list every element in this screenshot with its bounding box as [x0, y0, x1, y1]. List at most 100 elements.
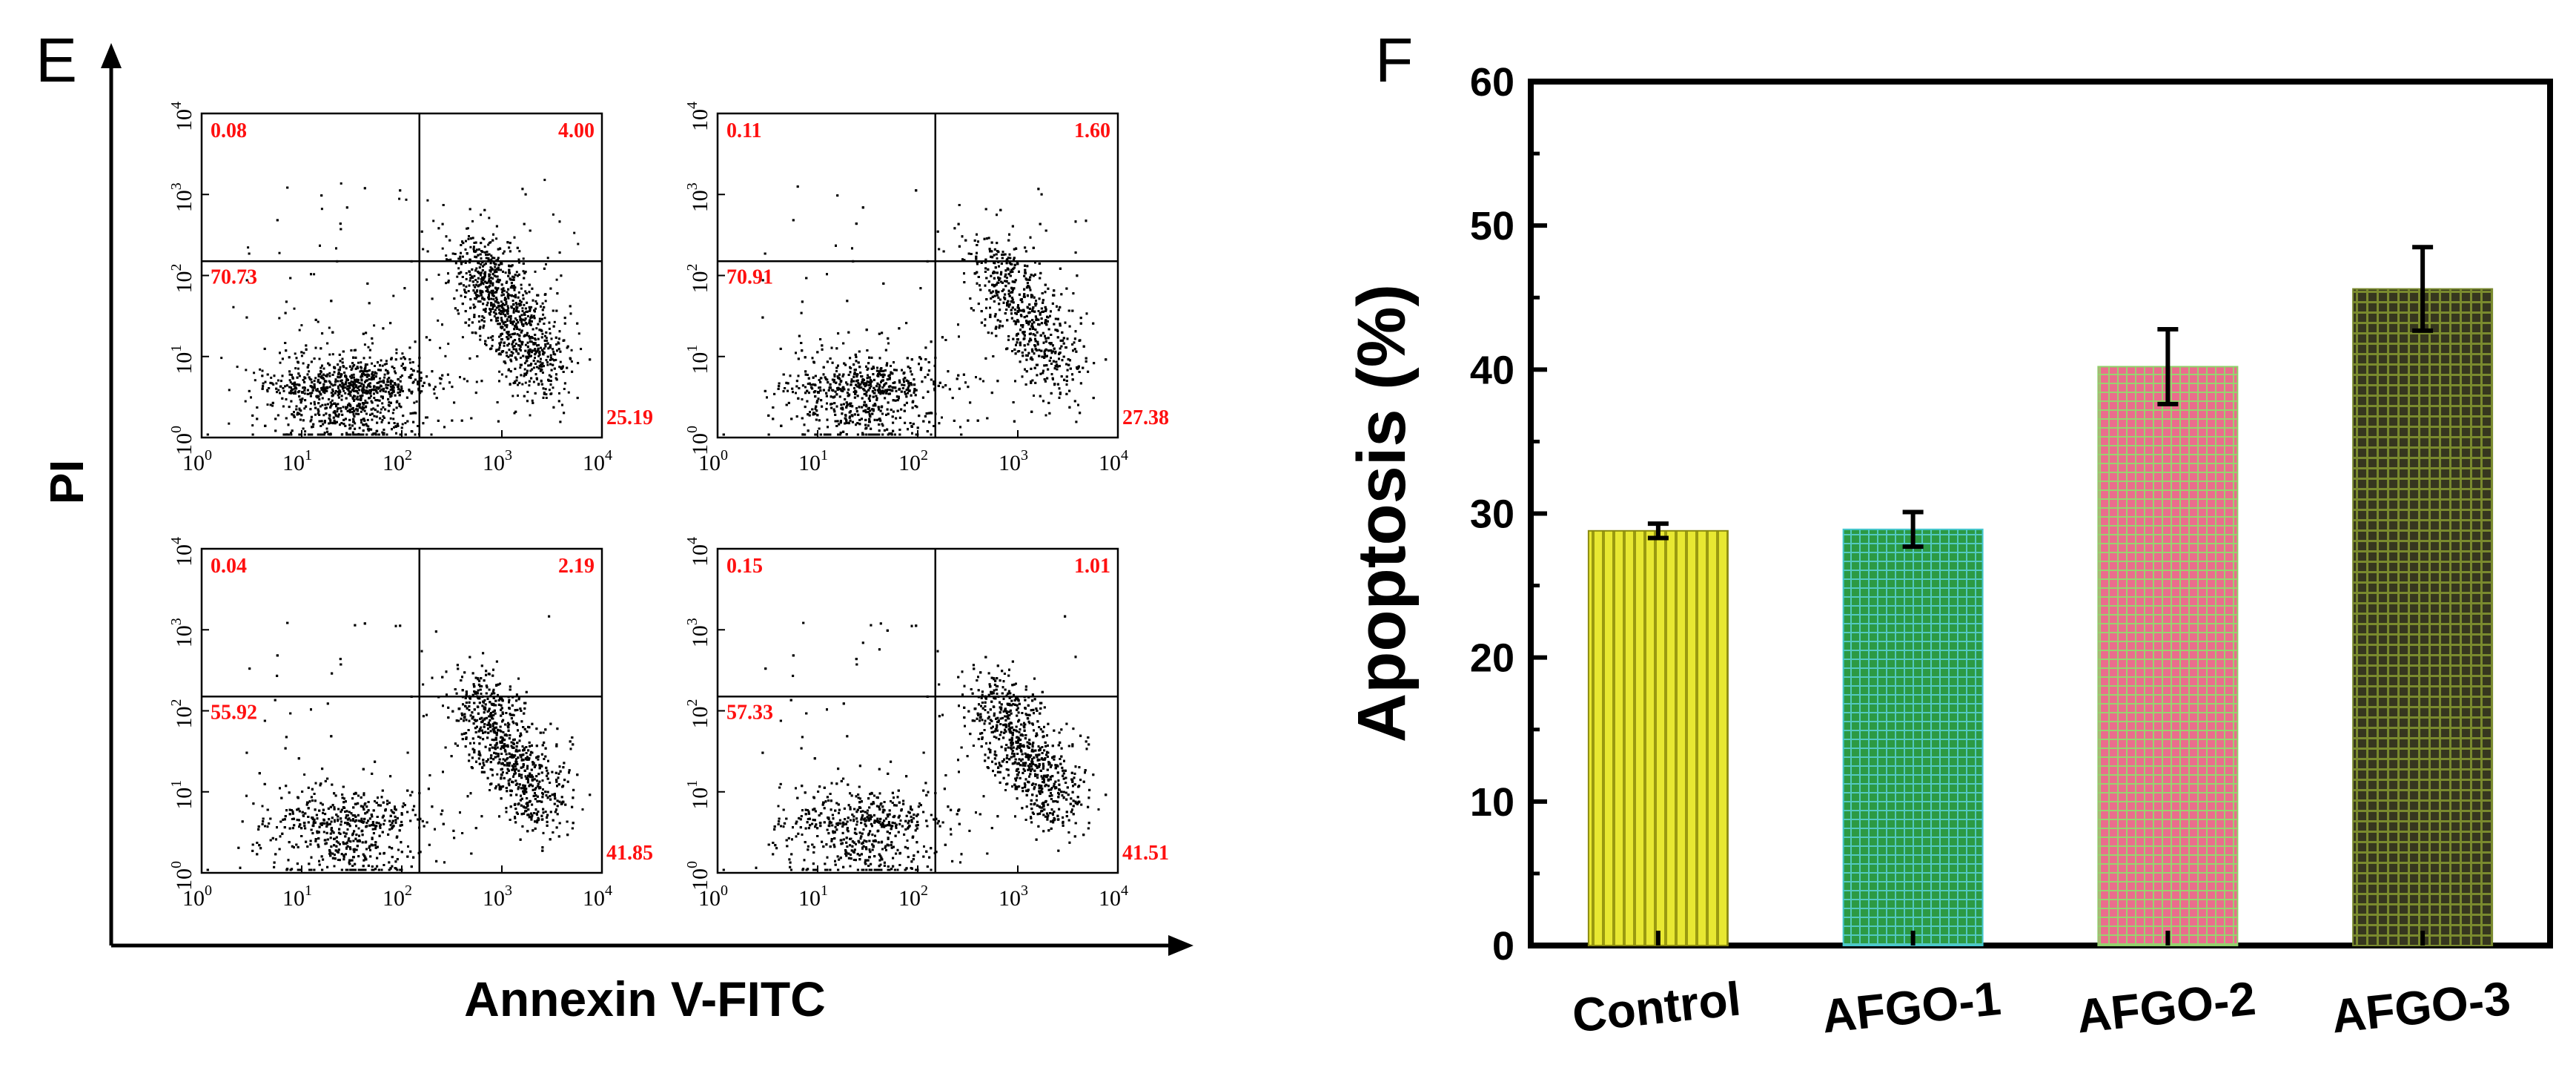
- flow-dot: [558, 220, 561, 223]
- flow-dot: [354, 356, 357, 359]
- flow-dot: [505, 303, 508, 306]
- flow-dot: [373, 397, 376, 399]
- flow-dot: [388, 421, 391, 424]
- flow-dot: [349, 403, 351, 406]
- flow-dot: [360, 385, 362, 388]
- flow-dot: [399, 189, 402, 192]
- flow-dot: [528, 322, 531, 325]
- flow-dot: [340, 407, 342, 410]
- flow-dot: [331, 353, 334, 356]
- flow-dot: [362, 429, 365, 432]
- flow-dot: [409, 374, 412, 377]
- flow-dot: [512, 311, 515, 314]
- flow-dot: [544, 300, 547, 303]
- flow-dot: [283, 433, 286, 436]
- flow-dot: [374, 432, 377, 435]
- flow-dot: [497, 304, 500, 307]
- flow-dot: [309, 420, 312, 423]
- flow-dot: [501, 320, 504, 323]
- flow-dot: [365, 375, 368, 378]
- flow-dot: [290, 432, 292, 435]
- flow-dot: [437, 227, 440, 230]
- flow-dot: [545, 397, 548, 399]
- flow-dot: [528, 283, 531, 286]
- flow-dot: [334, 392, 337, 395]
- flow-dot: [253, 372, 256, 374]
- flow-dot: [543, 347, 546, 350]
- flow-dot: [291, 392, 294, 395]
- flow-dot: [518, 329, 521, 331]
- flow-dot: [490, 319, 493, 322]
- flow-dot: [508, 271, 511, 274]
- flow-dot: [549, 346, 552, 349]
- flow-dot: [520, 340, 523, 343]
- flow-dot: [522, 257, 525, 260]
- flow-dot: [493, 274, 496, 277]
- flow-dot: [532, 359, 535, 362]
- flow-dot: [496, 401, 499, 403]
- flow-dot: [468, 274, 471, 276]
- flow-dot: [552, 309, 554, 312]
- flow-dot: [357, 366, 360, 369]
- flow-dot: [471, 276, 474, 279]
- flow-dot: [261, 369, 264, 372]
- flow-dot: [317, 395, 320, 398]
- flow-dot: [526, 357, 529, 360]
- flow-dot: [552, 352, 555, 355]
- flow-dot: [515, 376, 518, 379]
- flow-dot: [507, 288, 510, 291]
- flow-dot: [304, 377, 307, 380]
- flow-dot: [310, 360, 313, 363]
- flow-dot: [353, 363, 356, 366]
- flow-dot: [489, 310, 492, 313]
- flow-dot: [486, 251, 489, 254]
- flow-dot: [530, 363, 533, 366]
- flow-dot: [381, 431, 384, 434]
- flow-dot: [336, 260, 339, 263]
- flow-dot: [512, 332, 515, 335]
- flow-dot: [519, 363, 522, 366]
- flow-dot: [368, 383, 370, 386]
- flow-dot: [340, 398, 343, 401]
- flow-dot: [340, 422, 343, 425]
- flow-dot: [387, 409, 390, 412]
- flow-dot: [404, 422, 407, 424]
- flow-dot: [558, 366, 561, 369]
- flow-dot: [353, 399, 355, 402]
- flow-dot: [373, 385, 376, 388]
- flow-dot: [488, 297, 491, 300]
- flow-dot: [442, 387, 445, 390]
- flow-dot: [311, 426, 313, 429]
- flow-dot: [293, 387, 296, 390]
- flow-dot: [528, 306, 531, 308]
- flow-dot: [460, 261, 463, 264]
- flow-dot: [339, 366, 342, 369]
- flow-dot: [232, 306, 235, 308]
- flow-dot: [549, 356, 552, 359]
- flow-dot: [540, 346, 542, 349]
- flow-dot: [522, 294, 525, 297]
- flow-dot: [381, 418, 384, 421]
- flow-dot: [508, 246, 511, 249]
- flow-dot: [371, 371, 374, 374]
- flow-dot: [321, 386, 324, 389]
- flow-dot: [317, 408, 319, 411]
- flow-dot: [468, 208, 471, 211]
- flow-dot: [326, 430, 329, 433]
- flow-dot: [328, 414, 331, 417]
- flow-dot: [552, 350, 555, 353]
- flow-dot: [345, 381, 348, 384]
- flow-dot: [498, 380, 500, 383]
- flow-dot: [274, 429, 277, 432]
- flow-dot: [374, 365, 376, 367]
- flow-dot: [316, 388, 319, 391]
- flow-dot: [319, 405, 322, 408]
- flow-dot: [551, 358, 554, 361]
- flow-dot: [277, 389, 280, 392]
- flow-dot: [365, 363, 368, 366]
- flow-dot: [355, 390, 358, 393]
- flow-dot: [486, 254, 489, 256]
- flow-dot: [300, 414, 303, 417]
- flow-dot: [385, 360, 388, 363]
- flow-dot: [342, 350, 345, 353]
